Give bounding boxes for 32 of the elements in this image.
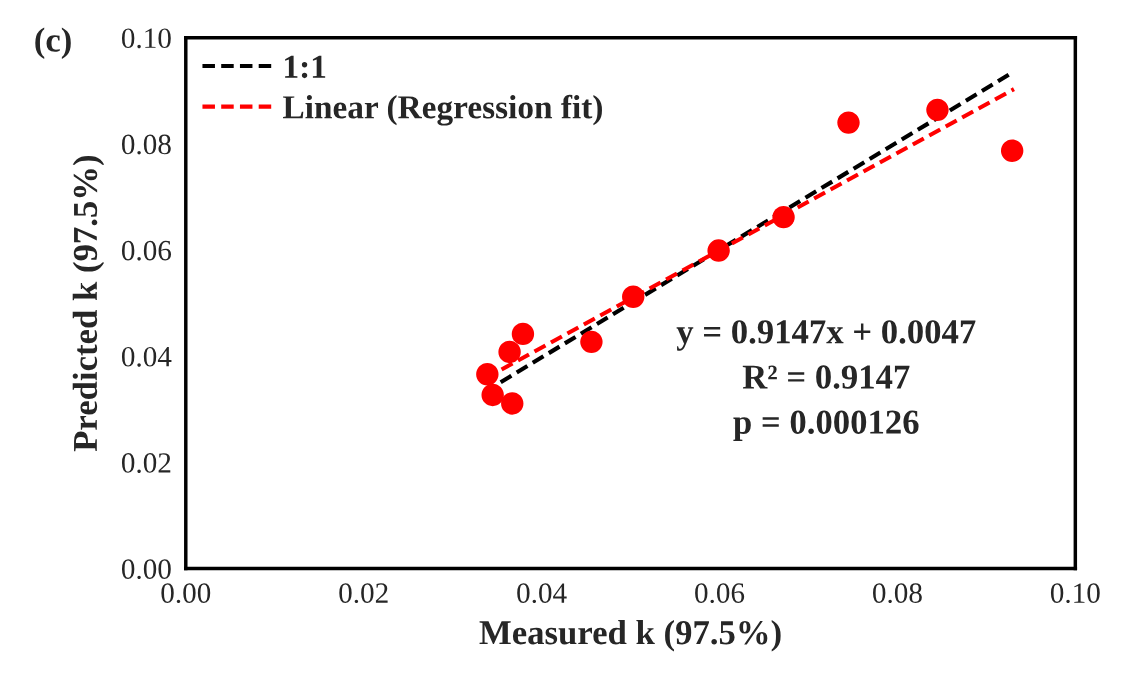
annotation: p = 0.000126 bbox=[733, 410, 919, 441]
y-tick-label: 0.00 bbox=[121, 559, 171, 580]
point bbox=[501, 392, 524, 415]
y-tick-label: 0.06 bbox=[121, 240, 172, 261]
x-tick-label: 0.10 bbox=[1050, 583, 1100, 604]
legend-label: 1:1 bbox=[285, 55, 326, 79]
point bbox=[580, 330, 603, 354]
point bbox=[476, 363, 499, 386]
y-tick-label: 0.08 bbox=[121, 134, 171, 155]
point bbox=[511, 322, 535, 346]
x-axis-title: Measured k (97.5%) bbox=[479, 620, 781, 652]
point bbox=[707, 239, 730, 262]
text: (c) bbox=[35, 27, 71, 59]
point bbox=[481, 383, 504, 407]
point bbox=[772, 205, 795, 229]
y-tick-label: 0.10 bbox=[121, 28, 171, 49]
point bbox=[498, 340, 521, 364]
y-tick-label: 0.02 bbox=[121, 453, 171, 473]
y-tick-label: 0.04 bbox=[121, 346, 172, 367]
annotation: R² = 0.9147 bbox=[742, 365, 910, 389]
y-axis-title: Predicted k (97.5%) bbox=[72, 155, 105, 452]
point bbox=[926, 98, 949, 122]
x-tick-label: 0.00 bbox=[161, 583, 211, 604]
point bbox=[622, 285, 645, 308]
x-tick-label: 0.02 bbox=[339, 583, 388, 604]
point bbox=[837, 111, 860, 134]
x-tick-label: 0.04 bbox=[517, 583, 567, 604]
point bbox=[1000, 139, 1024, 162]
x-tick-label: 0.06 bbox=[695, 583, 745, 604]
legend-label: Linear (Regression fit) bbox=[283, 94, 602, 126]
x-tick-label: 0.08 bbox=[873, 583, 922, 604]
annotation: y = 0.9147x + 0.0047 bbox=[676, 320, 976, 351]
